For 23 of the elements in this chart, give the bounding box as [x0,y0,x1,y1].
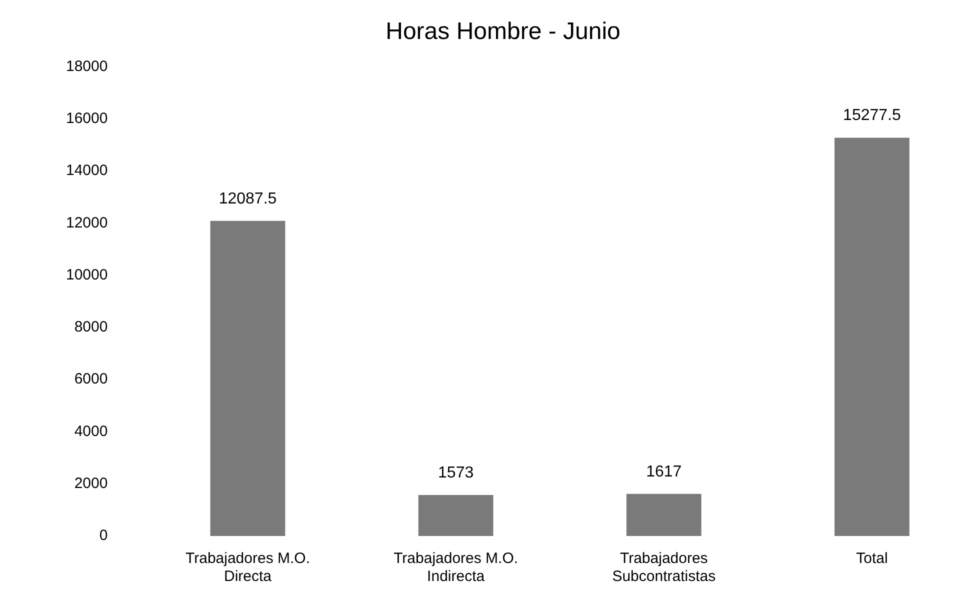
y-tick-label: 16000 [66,110,108,128]
y-tick-label: 6000 [74,370,108,388]
x-tick-label: Total [856,550,888,568]
bar [834,138,910,536]
data-label: 15277.5 [843,107,901,124]
bar [418,494,494,536]
chart-title: Horas Hombre - Junio [386,18,620,46]
y-tick-label: 12000 [66,214,108,232]
y-tick-label: 4000 [74,422,108,440]
y-tick-label: 10000 [66,266,108,284]
data-label: 1617 [646,463,682,480]
y-tick-label: 8000 [74,318,108,336]
x-tick-label: Trabajadores M.O. Indirecta [394,550,518,586]
bar [210,220,286,536]
x-tick-label: Trabajadores Subcontratistas [612,550,716,586]
data-label: 12087.5 [218,190,277,208]
y-tick-label: 18000 [66,58,108,75]
bar [626,494,702,536]
x-tick-label: Trabajadores M.O. Directa [185,550,310,586]
y-tick-label: 14000 [66,162,108,180]
y-tick-label: 0 [99,527,108,544]
data-label: 1573 [438,464,474,482]
y-tick-label: 2000 [74,475,108,492]
